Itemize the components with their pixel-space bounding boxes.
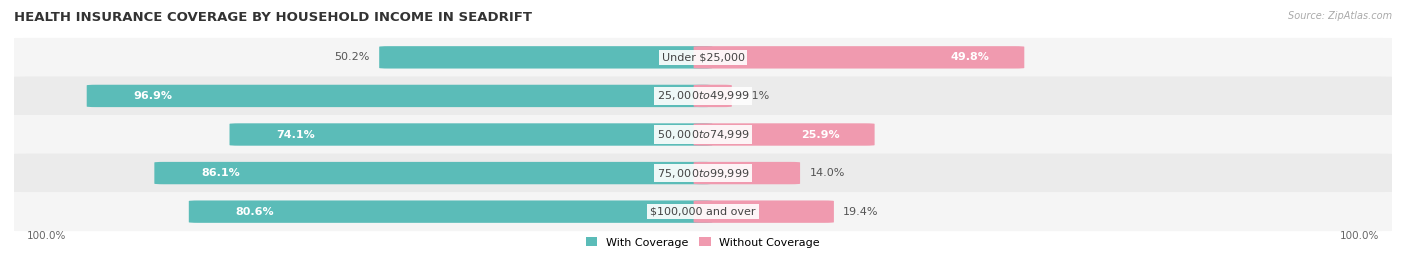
Text: 100.0%: 100.0% [27, 231, 66, 240]
Text: 80.6%: 80.6% [236, 207, 274, 217]
FancyBboxPatch shape [380, 46, 713, 69]
Text: $25,000 to $49,999: $25,000 to $49,999 [657, 89, 749, 102]
FancyBboxPatch shape [1, 192, 1405, 231]
FancyBboxPatch shape [87, 85, 713, 107]
FancyBboxPatch shape [1, 76, 1405, 115]
Text: 25.9%: 25.9% [801, 129, 841, 140]
FancyBboxPatch shape [1, 38, 1405, 77]
Text: $100,000 and over: $100,000 and over [650, 207, 756, 217]
Text: 96.9%: 96.9% [134, 91, 173, 101]
FancyBboxPatch shape [693, 200, 834, 223]
Text: 74.1%: 74.1% [277, 129, 315, 140]
FancyBboxPatch shape [693, 162, 800, 184]
Text: 100.0%: 100.0% [1340, 231, 1379, 240]
Text: 14.0%: 14.0% [810, 168, 845, 178]
Text: $75,000 to $99,999: $75,000 to $99,999 [657, 167, 749, 180]
Legend: With Coverage, Without Coverage: With Coverage, Without Coverage [586, 237, 820, 247]
Text: HEALTH INSURANCE COVERAGE BY HOUSEHOLD INCOME IN SEADRIFT: HEALTH INSURANCE COVERAGE BY HOUSEHOLD I… [14, 11, 531, 24]
Text: Source: ZipAtlas.com: Source: ZipAtlas.com [1288, 11, 1392, 21]
FancyBboxPatch shape [693, 46, 1025, 69]
Text: 3.1%: 3.1% [741, 91, 769, 101]
Text: 50.2%: 50.2% [335, 52, 370, 62]
FancyBboxPatch shape [693, 85, 731, 107]
FancyBboxPatch shape [155, 162, 713, 184]
FancyBboxPatch shape [1, 154, 1405, 193]
Text: 86.1%: 86.1% [201, 168, 240, 178]
Text: Under $25,000: Under $25,000 [661, 52, 745, 62]
Text: 49.8%: 49.8% [950, 52, 990, 62]
Text: $50,000 to $74,999: $50,000 to $74,999 [657, 128, 749, 141]
FancyBboxPatch shape [1, 115, 1405, 154]
FancyBboxPatch shape [229, 123, 713, 146]
FancyBboxPatch shape [188, 200, 713, 223]
FancyBboxPatch shape [693, 123, 875, 146]
Text: 19.4%: 19.4% [844, 207, 879, 217]
